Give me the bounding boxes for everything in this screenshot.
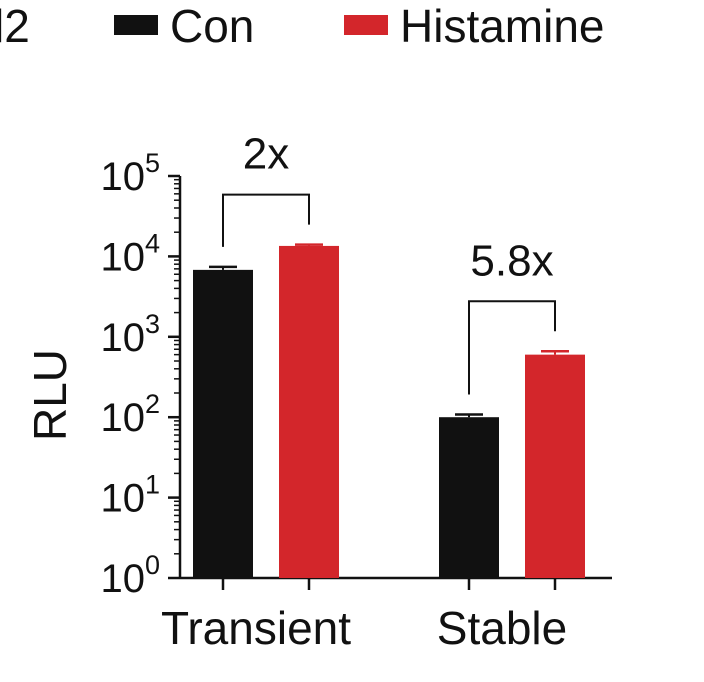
significance-bracket <box>222 193 310 247</box>
legend: Con Histamine <box>114 0 605 52</box>
legend-label-con: Con <box>170 0 254 52</box>
y-tick-label: 105 <box>100 148 160 199</box>
x-category-label: Stable <box>437 602 567 654</box>
y-tick-label: 101 <box>100 470 160 521</box>
bar-con-stable <box>439 417 499 578</box>
x-category-label: Transient <box>161 602 351 654</box>
bars <box>193 243 585 590</box>
y-tick-label: 100 <box>100 550 160 601</box>
legend-label-histamine: Histamine <box>400 0 605 52</box>
bar-histamine-stable <box>525 354 585 578</box>
y-axis-label: RLU <box>24 349 76 441</box>
bar-histamine-transient <box>279 245 339 579</box>
significance-bracket <box>468 300 556 395</box>
bar-con-transient <box>193 269 253 578</box>
y-tick-label: 104 <box>100 228 160 279</box>
annotations: 2x 5.8x <box>222 130 556 395</box>
y-tick-label: 103 <box>100 309 160 360</box>
legend-swatch-con <box>114 15 158 35</box>
y-tick-label: 102 <box>100 389 160 440</box>
fold-change-label: 5.8x <box>470 236 553 285</box>
x-categories: Transient Stable <box>161 602 567 654</box>
fold-change-label: 2x <box>243 130 289 179</box>
legend-swatch-histamine <box>344 15 388 35</box>
y-ticks: 100 101 102 103 104 105 <box>100 148 180 601</box>
panel-label: l2 <box>0 0 30 52</box>
